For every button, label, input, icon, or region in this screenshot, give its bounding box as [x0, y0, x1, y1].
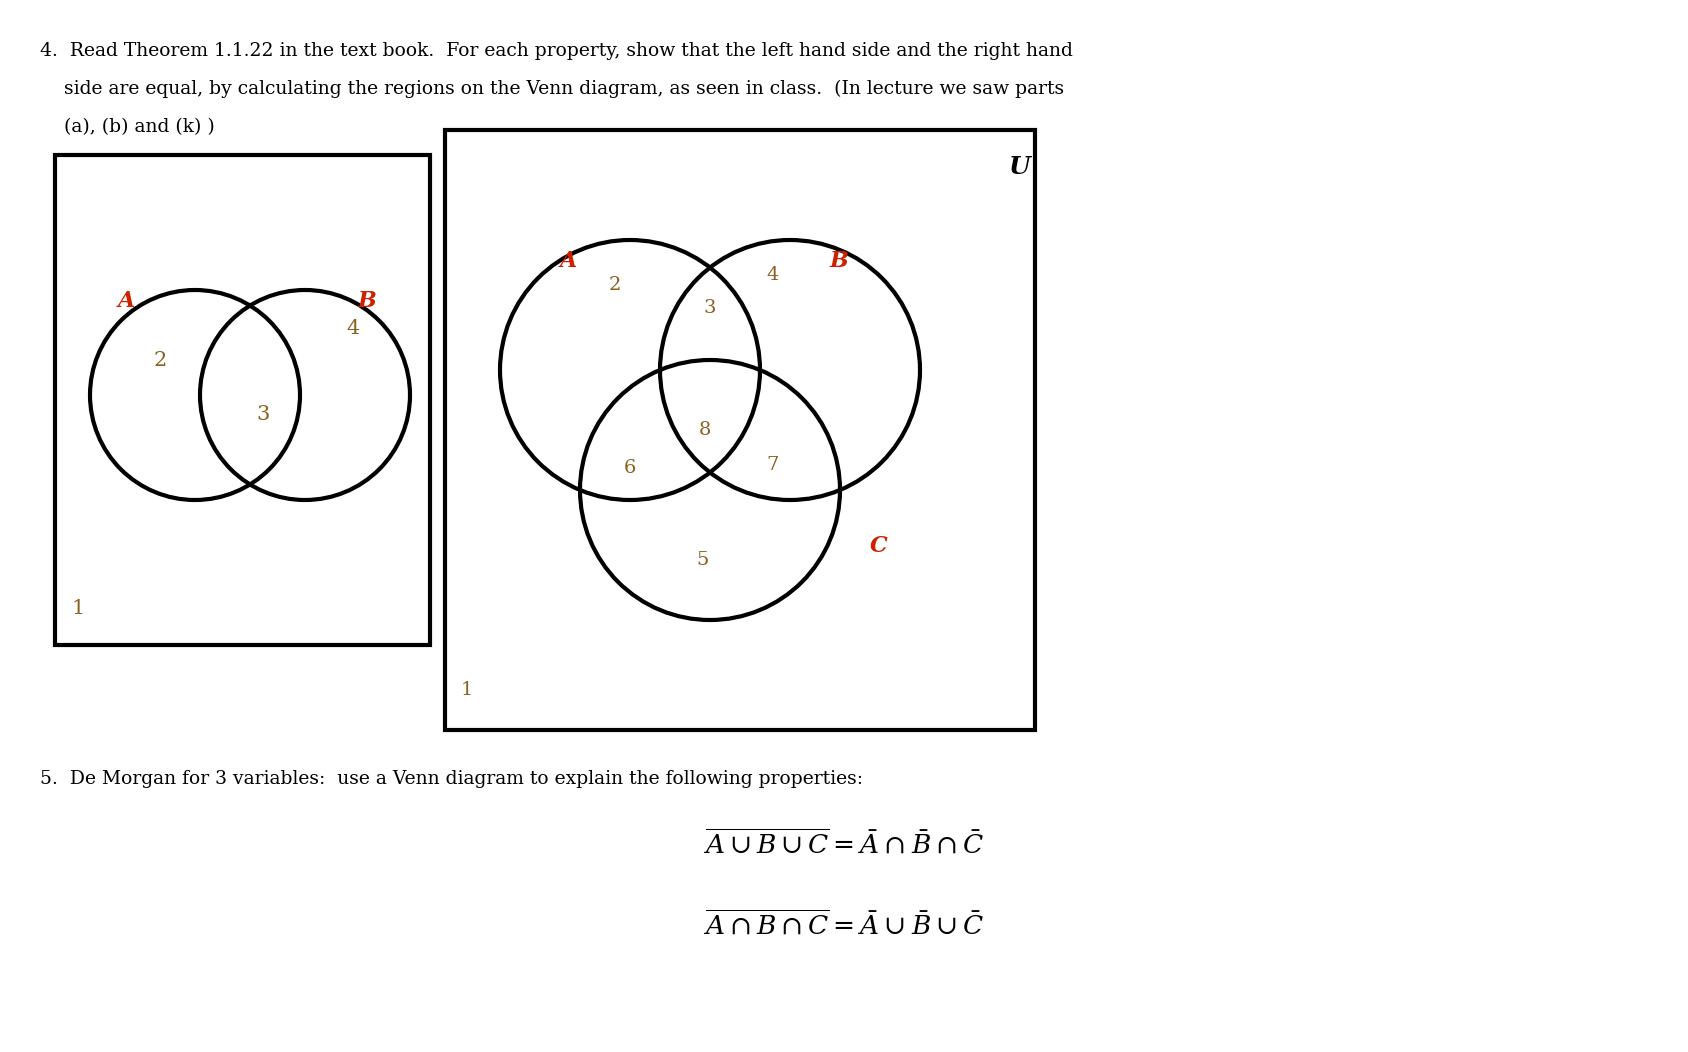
Text: 2: 2 [609, 276, 621, 294]
Text: 1: 1 [461, 681, 473, 699]
Text: 5.  De Morgan for 3 variables:  use a Venn diagram to explain the following prop: 5. De Morgan for 3 variables: use a Venn… [41, 770, 863, 788]
Text: B: B [358, 290, 376, 312]
Text: 8: 8 [699, 421, 711, 439]
Text: U: U [1009, 155, 1031, 179]
Text: $\overline{A \cap B \cap C} = \bar{A} \cup \bar{B} \cup \bar{C}$: $\overline{A \cap B \cap C} = \bar{A} \c… [704, 910, 984, 939]
Text: 3: 3 [704, 299, 716, 317]
Text: 4.  Read Theorem 1.1.22 in the text book.  For each property, show that the left: 4. Read Theorem 1.1.22 in the text book.… [41, 42, 1074, 60]
Text: 1: 1 [71, 599, 84, 618]
Text: 4: 4 [346, 319, 360, 338]
Text: 4: 4 [766, 266, 780, 284]
Text: 5: 5 [697, 551, 709, 569]
Text: 7: 7 [766, 456, 780, 474]
Text: $\overline{A \cup B \cup C} = \bar{A} \cap \bar{B} \cap \bar{C}$: $\overline{A \cup B \cup C} = \bar{A} \c… [704, 830, 984, 859]
Text: (a), (b) and (k) ): (a), (b) and (k) ) [41, 118, 214, 136]
Text: A: A [560, 250, 577, 272]
Text: 6: 6 [625, 459, 636, 477]
Text: 3: 3 [257, 405, 270, 425]
Text: B: B [830, 250, 849, 272]
Text: side are equal, by calculating the regions on the Venn diagram, as seen in class: side are equal, by calculating the regio… [41, 80, 1063, 98]
Text: 2: 2 [154, 350, 167, 369]
Bar [446, 130, 1035, 730]
Text: C: C [869, 535, 888, 557]
Text: A: A [118, 290, 135, 312]
Bar [56, 155, 430, 645]
